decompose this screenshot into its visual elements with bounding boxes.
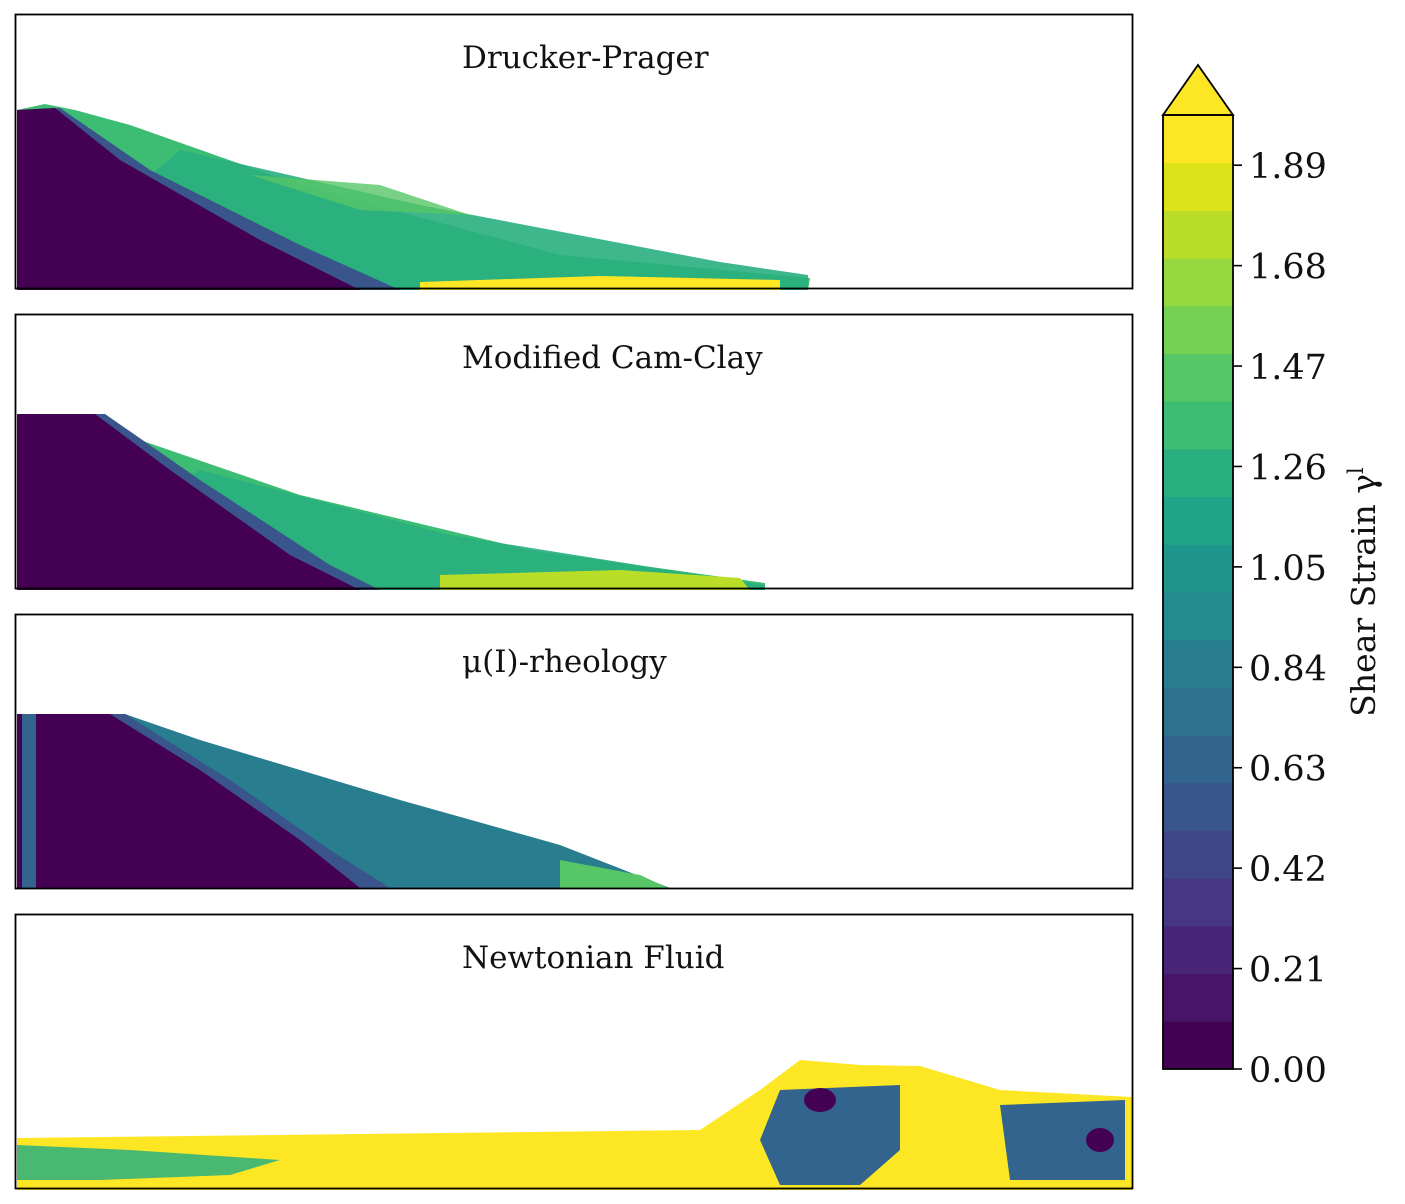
panel-title: Newtonian Fluid: [462, 940, 724, 976]
panel-newtonian-fluid: Newtonian Fluid: [14, 913, 1134, 1190]
colorbar-band: [1163, 353, 1233, 402]
strain-field-mu-i-rheology: [17, 714, 670, 888]
colorbar-bands: [1163, 115, 1233, 1070]
colorbar-tick-label: 1.47: [1249, 348, 1327, 388]
colorbar-band: [1163, 401, 1233, 450]
colorbar-tick-label: 0.21: [1249, 951, 1327, 991]
colorbar-band: [1163, 448, 1233, 498]
colorbar-band: [1163, 639, 1233, 688]
panel-title: Modified Cam-Clay: [462, 340, 763, 376]
colorbar-band: [1163, 258, 1233, 307]
colorbar-frame: [1162, 114, 1234, 1070]
colorbar-ticks: 0.00 0.21 0.42 0.63 0.84 1.05 1.26 1.47 1.68 1.89: [1233, 147, 1327, 1091]
colorbar-band: [1163, 925, 1233, 975]
colorbar-tick-label: 0.63: [1249, 750, 1327, 790]
colorbar-tick-label: 1.89: [1249, 147, 1327, 187]
panel-mu-i-rheology: μ(I)-rheology: [14, 613, 1134, 890]
colorbar-band: [1163, 1021, 1233, 1070]
panel-title: μ(I)-rheology: [462, 644, 667, 680]
panel-modified-cam-clay: Modified Cam-Clay: [14, 313, 1134, 590]
colorbar-tick-label: 1.68: [1249, 248, 1327, 288]
colorbar-band: [1163, 830, 1233, 879]
colorbar-band: [1163, 162, 1233, 211]
colorbar-band: [1163, 544, 1233, 593]
colorbar-tick-label: 0.00: [1249, 1051, 1327, 1091]
strain-field-drucker-prager: [17, 104, 810, 290]
colorbar-label: Shear Strain γl: [1344, 467, 1383, 717]
colorbar-band: [1163, 878, 1233, 927]
colorbar-band: [1163, 210, 1233, 259]
colorbar-extend-arrow: [1161, 63, 1235, 116]
colorbar-band: [1163, 735, 1233, 784]
strain-field-modified-cam-clay: [17, 414, 765, 590]
colorbar-band: [1163, 496, 1233, 545]
colorbar: 0.00 0.21 0.42 0.63 0.84 1.05 1.26 1.47 1.68 1.89…: [1161, 63, 1383, 1091]
panel-title: Drucker-Prager: [462, 40, 709, 76]
colorbar-tick-label: 0.84: [1249, 649, 1327, 689]
colorbar-band: [1163, 305, 1233, 354]
colorbar-band: [1163, 592, 1233, 641]
colorbar-tick-label: 1.05: [1249, 549, 1327, 589]
colorbar-tick-label: 1.26: [1249, 448, 1327, 488]
colorbar-label-main: Shear Strain γ: [1344, 474, 1383, 717]
colorbar-band: [1163, 687, 1233, 736]
colorbar-label-superscript: l: [1344, 467, 1368, 474]
colorbar-band: [1163, 782, 1233, 831]
strain-field-newtonian-fluid: [17, 1060, 1132, 1190]
panel-drucker-prager: Drucker-Prager: [14, 13, 1134, 290]
colorbar-band: [1163, 973, 1233, 1022]
colorbar-tick-label: 0.42: [1249, 850, 1327, 890]
colorbar-band: [1163, 115, 1233, 164]
